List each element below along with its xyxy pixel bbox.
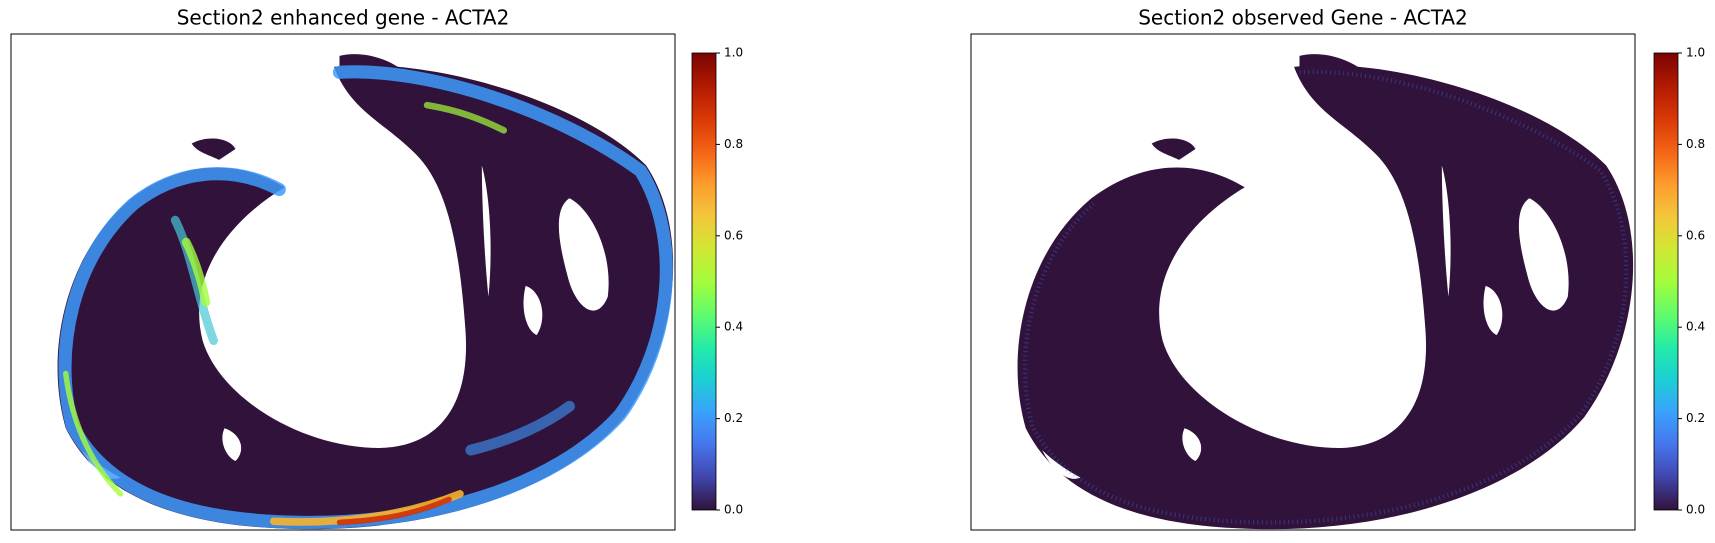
colorbar-tick-label: 0.0 [724,503,743,517]
colorbar-tick-label: 0.6 [724,228,743,242]
chart-title: Section2 enhanced gene - ACTA2 [177,6,510,30]
colorbar-tick-label: 0.8 [1686,137,1705,151]
speckle-rim [1022,69,1629,525]
colorbar [1653,52,1679,511]
tissue-image [1017,54,1634,530]
colorbar-tick-label: 1.0 [1686,46,1705,60]
colorbar-tick-label: 0.4 [1686,320,1705,334]
colorbar-tick-label: 0.2 [1686,411,1705,425]
colorbar-tick-label: 0.6 [1686,228,1705,242]
chart-title: Section2 observed Gene - ACTA2 [1138,6,1468,30]
panel: Section2 observed Gene - ACTA2 0.0 0.2 0.4 0… [970,6,1705,531]
axes-frame [970,33,1636,531]
colorbar-tick-label: 0.0 [1686,503,1705,517]
colorbar-tick-label: 0.2 [724,411,743,425]
colorbar-tick-label: 0.8 [724,137,743,151]
tissue [1017,54,1634,530]
tissue-image [57,54,674,530]
axes-frame [10,33,676,531]
colorbar [691,52,717,511]
panel: Section2 enhanced gene - ACTA2 0.0 0.2 0.4 0… [10,6,743,531]
colorbar-tick-label: 0.4 [724,320,743,334]
colorbar-tick-label: 1.0 [724,46,743,60]
tissue [57,54,674,530]
